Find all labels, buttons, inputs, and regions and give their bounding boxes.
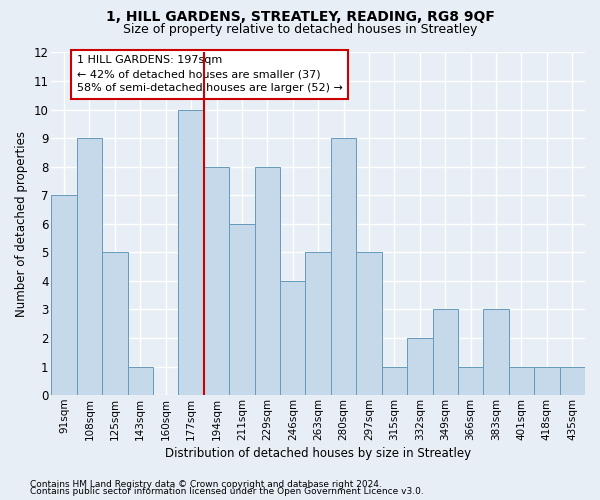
Bar xyxy=(178,110,204,395)
Bar xyxy=(382,366,407,395)
Bar xyxy=(102,252,128,395)
Bar xyxy=(433,310,458,395)
Y-axis label: Number of detached properties: Number of detached properties xyxy=(15,131,28,317)
Bar xyxy=(52,196,77,395)
Bar xyxy=(356,252,382,395)
Bar xyxy=(204,166,229,395)
Bar xyxy=(229,224,254,395)
Bar xyxy=(484,310,509,395)
Bar xyxy=(509,366,534,395)
Text: Contains public sector information licensed under the Open Government Licence v3: Contains public sector information licen… xyxy=(30,487,424,496)
Bar xyxy=(458,366,484,395)
Bar xyxy=(77,138,102,395)
Bar xyxy=(128,366,153,395)
Text: Contains HM Land Registry data © Crown copyright and database right 2024.: Contains HM Land Registry data © Crown c… xyxy=(30,480,382,489)
Bar xyxy=(305,252,331,395)
Bar xyxy=(560,366,585,395)
Bar xyxy=(280,281,305,395)
Bar xyxy=(407,338,433,395)
Text: 1, HILL GARDENS, STREATLEY, READING, RG8 9QF: 1, HILL GARDENS, STREATLEY, READING, RG8… xyxy=(106,10,494,24)
Bar xyxy=(534,366,560,395)
Bar xyxy=(254,166,280,395)
X-axis label: Distribution of detached houses by size in Streatley: Distribution of detached houses by size … xyxy=(165,447,471,460)
Bar xyxy=(331,138,356,395)
Text: 1 HILL GARDENS: 197sqm
← 42% of detached houses are smaller (37)
58% of semi-det: 1 HILL GARDENS: 197sqm ← 42% of detached… xyxy=(77,56,343,94)
Text: Size of property relative to detached houses in Streatley: Size of property relative to detached ho… xyxy=(123,22,477,36)
